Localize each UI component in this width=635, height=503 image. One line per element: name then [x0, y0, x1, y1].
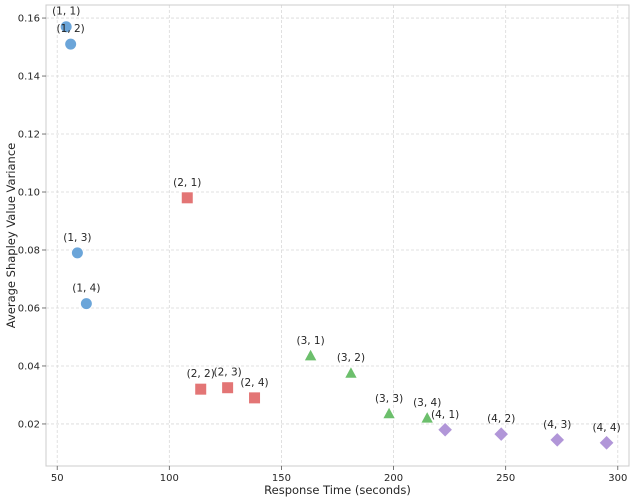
y-tick-label: 0.16	[18, 14, 40, 25]
data-point-label: (3, 3)	[375, 393, 403, 405]
data-point-label: (2, 4)	[240, 377, 268, 389]
data-point-label: (3, 4)	[413, 397, 441, 409]
data-point-label: (4, 4)	[592, 422, 620, 434]
x-tick-label: 100	[160, 473, 179, 484]
y-tick-label: 0.12	[18, 130, 40, 141]
data-point-circle	[70, 246, 84, 260]
data-point-label: (2, 3)	[214, 367, 242, 379]
data-point-label: (4, 1)	[431, 409, 459, 421]
data-point-diamond	[549, 431, 566, 449]
data-point-diamond	[598, 434, 615, 452]
data-point-square	[180, 191, 194, 205]
data-point-label: (4, 2)	[487, 413, 515, 425]
x-tick-label: 250	[496, 473, 515, 484]
y-tick-label: 0.02	[18, 419, 40, 430]
data-point-label: (1, 4)	[72, 283, 100, 295]
x-tick-label: 150	[272, 473, 291, 484]
plot-area-frame	[45, 4, 630, 467]
data-point-label: (2, 2)	[187, 368, 215, 380]
y-tick-label: 0.08	[18, 245, 40, 256]
y-tick-label: 0.06	[18, 303, 40, 314]
data-point-label: (1, 1)	[52, 6, 80, 18]
data-point-circle	[59, 20, 73, 34]
y-tick-label: 0.10	[18, 188, 40, 199]
axis-ticks: 50 100 150 200 250 300 0.02 0.04 0.06 0.08 0.10 0.1…	[18, 14, 628, 484]
data-point-triangle	[381, 405, 397, 420]
data-point-label: (1, 2)	[57, 23, 85, 35]
data-point-triangle	[303, 347, 318, 362]
x-tick-label: 200	[384, 473, 403, 484]
grid-lines	[46, 5, 629, 466]
data-point-circle	[64, 37, 78, 51]
data-point-square	[194, 382, 208, 396]
data-point-label: (4, 3)	[543, 419, 571, 431]
data-point-label: (2, 1)	[173, 177, 201, 189]
x-tick-label: 300	[608, 473, 627, 484]
data-point-triangle	[419, 410, 435, 424]
x-tick-label: 50	[51, 473, 64, 484]
y-tick-label: 0.04	[18, 361, 40, 372]
data-points: (1, 1)(1, 2)(1, 3)(1, 4)(2, 1)(2, 2)(2, …	[52, 6, 621, 452]
data-point-label: (3, 2)	[337, 352, 365, 364]
data-point-circle	[79, 297, 93, 311]
data-point-triangle	[343, 365, 359, 379]
data-point-diamond	[436, 421, 454, 438]
data-point-square	[248, 391, 262, 405]
data-point-label: (3, 1)	[296, 335, 324, 347]
y-tick-label: 0.14	[18, 72, 40, 83]
data-point-label: (1, 3)	[63, 232, 91, 244]
y-axis-label: Average Shapley Value Variance	[4, 143, 18, 328]
data-point-diamond	[492, 425, 510, 443]
x-axis-label: Response Time (seconds)	[264, 483, 411, 497]
data-point-square	[221, 381, 235, 395]
